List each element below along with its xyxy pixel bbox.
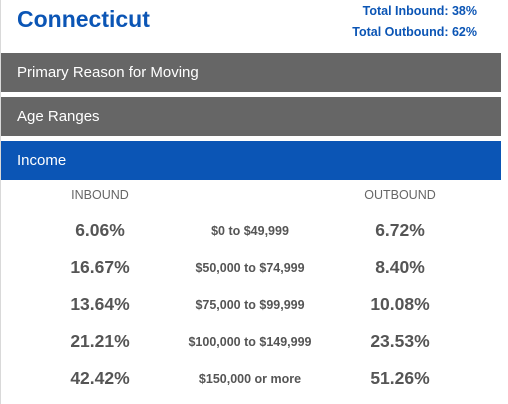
income-row: 16.67% $50,000 to $74,999 8.40% (0, 249, 502, 286)
income-range: $50,000 to $74,999 (195, 261, 305, 275)
header: Connecticut Total Inbound: 38% Total Out… (0, 0, 502, 52)
tab-primary-reason[interactable]: Primary Reason for Moving (1, 53, 501, 92)
total-inbound: Total Inbound: 38% (362, 4, 477, 18)
income-range: $150,000 or more (198, 372, 302, 386)
tab-age-ranges[interactable]: Age Ranges (1, 97, 501, 136)
inbound-percent: 13.64% (70, 294, 130, 314)
income-row: 13.64% $75,000 to $99,999 10.08% (0, 286, 502, 323)
income-row: 21.21% $100,000 to $149,999 23.53% (0, 323, 502, 360)
inbound-percent: 6.06% (75, 220, 125, 240)
outbound-header: OUTBOUND (364, 188, 436, 202)
totals: Total Inbound: 38% Total Outbound: 62% (352, 1, 477, 43)
tab-income[interactable]: Income (1, 141, 501, 180)
inbound-percent: 21.21% (70, 331, 130, 351)
outbound-percent: 23.53% (370, 331, 430, 351)
outbound-percent: 51.26% (370, 368, 430, 388)
income-row: 6.06% $0 to $49,999 6.72% (0, 212, 502, 249)
outbound-percent: 6.72% (375, 220, 425, 240)
state-title: Connecticut (17, 6, 150, 32)
income-range: $75,000 to $99,999 (195, 298, 305, 312)
inbound-percent: 16.67% (70, 257, 130, 277)
inbound-header: INBOUND (71, 188, 129, 202)
income-range: $100,000 to $149,999 (188, 335, 312, 349)
total-outbound: Total Outbound: 62% (352, 25, 477, 39)
income-row: 42.42% $150,000 or more 51.26% (0, 360, 502, 397)
inbound-percent: 42.42% (70, 368, 130, 388)
outbound-percent: 10.08% (370, 294, 430, 314)
left-border (0, 0, 1, 404)
outbound-percent: 8.40% (375, 257, 425, 277)
income-range: $0 to $49,999 (211, 224, 289, 238)
income-table: 6.06% $0 to $49,999 6.72% 16.67% $50,000… (0, 212, 502, 397)
